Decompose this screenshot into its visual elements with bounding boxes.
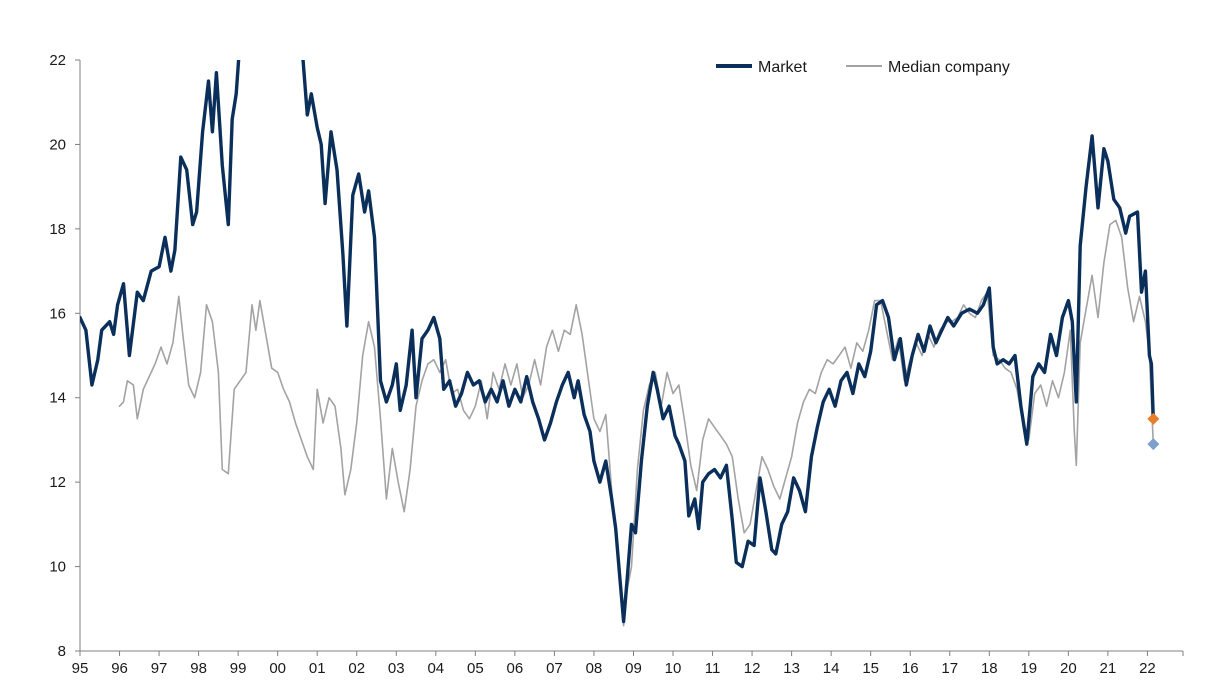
y-tick-label: 18 xyxy=(49,221,66,238)
x-tick-label: 08 xyxy=(586,660,603,677)
x-tick-label: 21 xyxy=(1100,660,1117,677)
series-line-median-company xyxy=(118,219,1155,627)
x-tick-label: 06 xyxy=(507,660,524,677)
x-tick-label: 17 xyxy=(941,660,958,677)
y-tick-label: 16 xyxy=(49,305,66,322)
x-tick-label: 18 xyxy=(981,660,998,677)
y-tick-label: 22 xyxy=(49,52,66,69)
x-tick-label: 96 xyxy=(111,660,128,677)
x-tick-label: 15 xyxy=(862,660,879,677)
x-tick-label: 20 xyxy=(1060,660,1077,677)
x-tick-label: 14 xyxy=(823,660,840,677)
x-tick-label: 13 xyxy=(783,660,800,677)
x-tick-label: 02 xyxy=(348,660,365,677)
median-company-latest-marker xyxy=(1147,438,1160,451)
y-tick-label: 10 xyxy=(49,559,66,576)
y-tick-label: 12 xyxy=(49,474,66,491)
x-tick-label: 95 xyxy=(72,660,89,677)
series-layer xyxy=(80,60,1155,627)
chart-axes: 8 10 12 14 16 18 20 22 95 96 97 98 99 00 01 02 03 04 05 06 0… xyxy=(49,52,1184,677)
x-tick-label: 05 xyxy=(467,660,484,677)
x-tick-label: 00 xyxy=(269,660,286,677)
market-latest-marker xyxy=(1147,412,1160,425)
chart-legend: Market Median company xyxy=(716,59,1010,76)
x-tick-label: 03 xyxy=(388,660,405,677)
x-tick-label: 22 xyxy=(1139,660,1156,677)
y-tick-label: 14 xyxy=(49,390,66,407)
x-tick-label: 98 xyxy=(190,660,207,677)
x-tick-label: 19 xyxy=(1020,660,1037,677)
x-tick-label: 16 xyxy=(902,660,919,677)
end-markers xyxy=(1147,412,1160,451)
series-line-market xyxy=(80,60,1155,624)
x-tick-label: 11 xyxy=(705,660,721,677)
x-tick-label: 01 xyxy=(309,660,326,677)
x-tick-label: 99 xyxy=(230,660,247,677)
x-tick-label: 12 xyxy=(744,660,761,677)
x-tick-label: 07 xyxy=(546,660,563,677)
x-tick-label: 09 xyxy=(625,660,642,677)
y-tick-label: 8 xyxy=(58,643,66,660)
x-tick-label: 10 xyxy=(665,660,682,677)
legend-label-market: Market xyxy=(758,59,807,76)
x-tick-label: 97 xyxy=(151,660,168,677)
legend-label-median-company: Median company xyxy=(888,59,1010,76)
x-tick-label: 04 xyxy=(427,660,444,677)
y-tick-label: 20 xyxy=(49,136,66,153)
